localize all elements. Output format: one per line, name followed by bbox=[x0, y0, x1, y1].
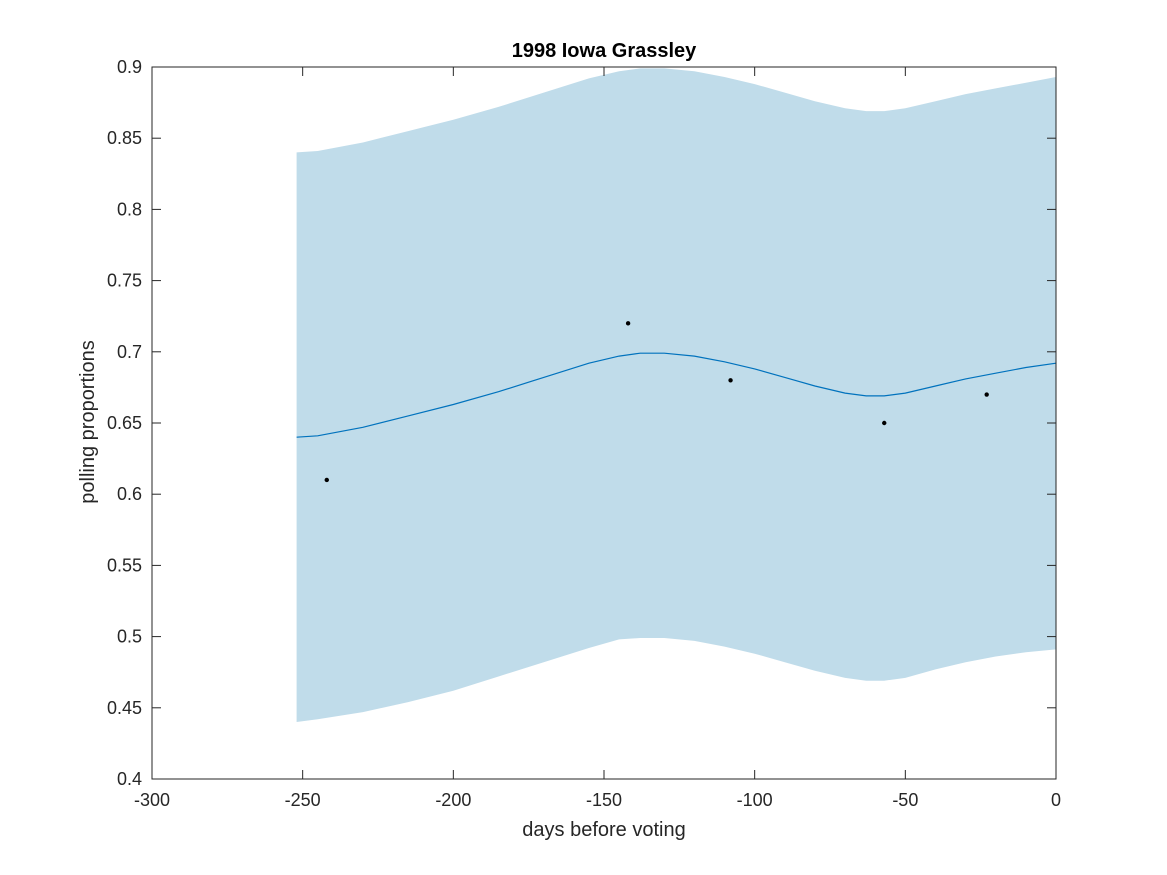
y-tick-label: 0.75 bbox=[107, 271, 142, 291]
y-tick-label: 0.8 bbox=[117, 199, 142, 219]
confidence-band bbox=[296, 68, 1057, 722]
x-tick-label: -150 bbox=[586, 790, 622, 810]
poll-point bbox=[625, 321, 631, 326]
x-tick-label: -100 bbox=[737, 790, 773, 810]
y-tick-label: 0.9 bbox=[117, 57, 142, 77]
poll-point bbox=[984, 392, 989, 397]
x-tick-label: -300 bbox=[134, 790, 170, 810]
y-tick-label: 0.5 bbox=[117, 627, 142, 647]
y-tick-label: 0.65 bbox=[107, 413, 142, 433]
ticks-layer: -300 -250 -200 -150 -100 -50 0 0.4 0.45 0.5 0.55 0.… bbox=[107, 57, 1061, 810]
x-tick-label: -50 bbox=[892, 790, 918, 810]
poll-point bbox=[728, 378, 733, 383]
y-tick-label: 0.4 bbox=[117, 769, 142, 789]
poll-point bbox=[324, 477, 329, 483]
y-tick-label: 0.6 bbox=[117, 484, 142, 504]
x-tick-label: -200 bbox=[435, 790, 471, 810]
chart-title: 1998 Iowa Grassley bbox=[512, 40, 697, 62]
y-tick-label: 0.55 bbox=[107, 555, 142, 575]
poll-point bbox=[882, 420, 887, 426]
x-tick-label: 0 bbox=[1051, 790, 1061, 810]
y-tick-label: 0.45 bbox=[107, 698, 142, 718]
x-tick-label: -250 bbox=[285, 790, 321, 810]
x-axis-label: days before voting bbox=[522, 819, 685, 841]
plot-area bbox=[296, 68, 1057, 722]
mean-line bbox=[296, 352, 1057, 438]
y-tick-label: 0.85 bbox=[107, 128, 142, 148]
y-axis-label: polling proportions bbox=[77, 340, 99, 503]
y-tick-label: 0.7 bbox=[117, 342, 142, 362]
